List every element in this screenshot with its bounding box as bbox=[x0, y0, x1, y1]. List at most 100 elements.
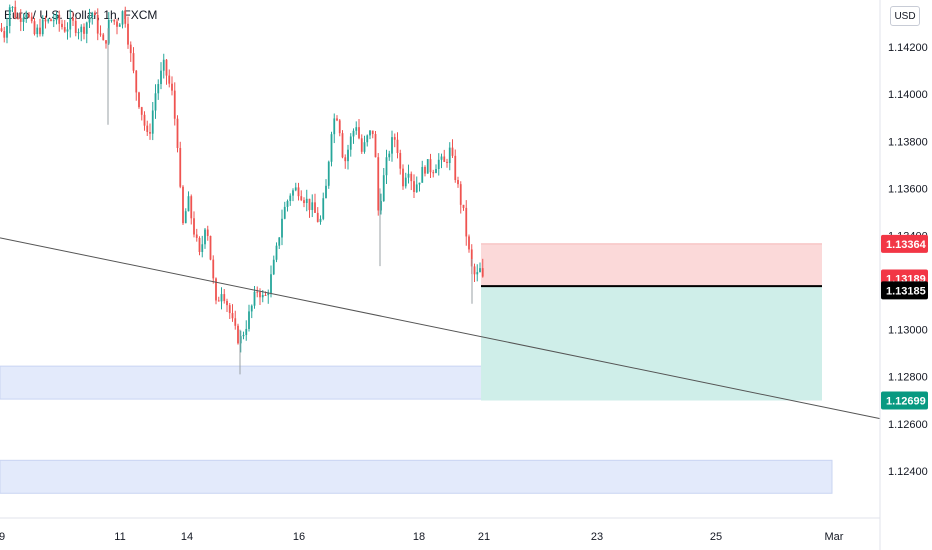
candle-body bbox=[336, 118, 338, 121]
x-tick-label: 16 bbox=[293, 531, 305, 543]
candle-body bbox=[470, 249, 473, 267]
candle-body bbox=[330, 134, 333, 162]
candle-body bbox=[47, 19, 50, 22]
y-tick-label: 1.14200 bbox=[888, 42, 928, 54]
demand-zone-2[interactable] bbox=[0, 459, 833, 494]
candle-body bbox=[69, 17, 72, 30]
trendline[interactable] bbox=[0, 237, 881, 420]
candle-body bbox=[413, 181, 415, 193]
candle-body bbox=[226, 300, 228, 306]
candle-body bbox=[347, 149, 349, 162]
target-badge bbox=[881, 391, 928, 410]
candle-body bbox=[91, 12, 94, 18]
zone-layer bbox=[0, 243, 833, 494]
y-tick-label: 1.12800 bbox=[888, 372, 928, 384]
candle-body bbox=[193, 218, 195, 235]
candle-body bbox=[173, 90, 176, 119]
stop-loss-zone[interactable] bbox=[481, 243, 822, 287]
candle-body bbox=[55, 14, 58, 21]
candle-body bbox=[393, 137, 396, 140]
candle-body bbox=[294, 187, 297, 191]
candle-body bbox=[149, 132, 151, 134]
entry-price-label: 1.13185 bbox=[886, 285, 926, 297]
x-tick-label: 14 bbox=[181, 531, 193, 543]
candle-body bbox=[88, 17, 91, 23]
candle-body bbox=[448, 147, 451, 163]
candle-body bbox=[168, 75, 171, 84]
candle-body bbox=[278, 237, 281, 246]
candle-body bbox=[39, 27, 41, 35]
candle-body bbox=[435, 169, 437, 173]
x-tick-label: 18 bbox=[413, 531, 425, 543]
candle-body bbox=[121, 11, 124, 25]
candle-body bbox=[418, 182, 421, 185]
candle-body bbox=[14, 6, 17, 18]
y-tick-label: 1.12600 bbox=[888, 419, 928, 431]
candle-body bbox=[215, 278, 217, 301]
candle-body bbox=[198, 237, 201, 252]
candle-body bbox=[209, 235, 212, 260]
candle-body bbox=[231, 313, 234, 319]
x-tick-label: 11 bbox=[114, 531, 125, 543]
candle-body bbox=[74, 20, 77, 33]
candle-body bbox=[11, 6, 14, 8]
candle-body bbox=[157, 84, 160, 94]
candle-body bbox=[30, 16, 33, 22]
candle-body bbox=[308, 198, 311, 210]
candle-body bbox=[300, 196, 303, 201]
take-profit-zone[interactable] bbox=[481, 286, 822, 401]
candle-body bbox=[396, 139, 399, 153]
candle-body bbox=[479, 268, 481, 273]
candle-body bbox=[217, 300, 220, 302]
candle-body bbox=[36, 27, 39, 35]
candle-body bbox=[250, 305, 253, 312]
candle-body bbox=[184, 211, 187, 224]
entry-badge bbox=[881, 281, 928, 300]
candle-body bbox=[415, 184, 418, 193]
candle-body bbox=[283, 206, 286, 219]
candle-body bbox=[349, 136, 352, 150]
candle-body bbox=[72, 17, 74, 21]
candle-body bbox=[432, 172, 435, 174]
candle-body bbox=[118, 24, 121, 27]
candle-body bbox=[22, 17, 25, 22]
candle-body bbox=[314, 202, 316, 213]
candle-body bbox=[476, 272, 479, 275]
candle-body bbox=[305, 198, 308, 204]
candle-body bbox=[399, 152, 402, 169]
candle-body bbox=[195, 234, 198, 238]
candle-body bbox=[63, 27, 66, 32]
candle-body bbox=[429, 159, 432, 173]
candle-body bbox=[358, 127, 360, 139]
candle-body bbox=[275, 245, 278, 260]
candle-body bbox=[374, 134, 377, 158]
candle-body bbox=[143, 114, 146, 126]
candle-body bbox=[468, 236, 470, 250]
candle-body bbox=[245, 328, 248, 335]
x-tick-label: Mar bbox=[825, 531, 844, 543]
candle-body bbox=[404, 177, 407, 187]
candle-body bbox=[162, 59, 165, 71]
candle-body bbox=[446, 161, 448, 163]
candle-body bbox=[316, 212, 319, 222]
candle-body bbox=[8, 7, 11, 26]
currency-selector[interactable]: USD bbox=[890, 6, 920, 26]
candle-body bbox=[44, 19, 47, 22]
candle-body bbox=[267, 293, 270, 296]
candle-body bbox=[94, 12, 96, 16]
candle-body bbox=[261, 295, 264, 298]
candle-body bbox=[113, 19, 116, 22]
candle-body bbox=[239, 336, 242, 344]
candle-body bbox=[256, 291, 259, 293]
x-tick-label: 21 bbox=[478, 531, 490, 543]
candle-body bbox=[327, 161, 330, 186]
candle-body bbox=[297, 187, 300, 197]
candle-body bbox=[33, 21, 36, 35]
candle-body bbox=[371, 130, 374, 135]
candle-body bbox=[440, 156, 443, 160]
candle-body bbox=[388, 153, 391, 158]
candle-body bbox=[311, 202, 314, 210]
candle-body bbox=[127, 23, 129, 45]
